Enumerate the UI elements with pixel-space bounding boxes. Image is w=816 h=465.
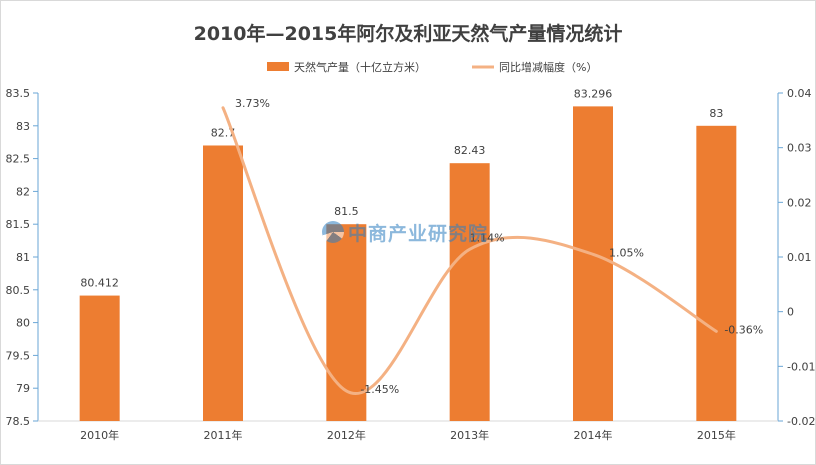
x-tick-label: 2014年: [574, 428, 613, 442]
legend-label: 同比增减幅度（%）: [499, 60, 597, 74]
bar-data-label: 82.43: [454, 144, 486, 157]
bar-data-label: 80.412: [80, 277, 119, 290]
growth-rate-line: [221, 106, 718, 395]
bar-data-labels: 80.412 82.7 81.5 82.43 83.296 83: [80, 87, 723, 289]
x-tick-label: 2013年: [450, 428, 489, 442]
bar-data-label: 83.296: [574, 87, 613, 100]
line-data-label: -1.45%: [360, 383, 399, 396]
line-series: [221, 106, 718, 395]
zhongshang-logo-icon: [322, 221, 344, 243]
bar: [203, 145, 243, 422]
right-tick-label: 0.04: [787, 87, 812, 100]
line-data-label: 1.05%: [609, 246, 644, 259]
chart-title: 2010年—2015年阿尔及利亚天然气产量情况统计: [194, 22, 623, 45]
line-data-labels: 3.73% -1.45% 1.14% 1.05% -0.36%: [235, 97, 763, 396]
right-tick-label: -0.02: [787, 415, 815, 428]
left-tick-label: 78.5: [6, 415, 31, 428]
bar: [79, 295, 120, 421]
watermark: 中商产业研究院: [322, 218, 488, 246]
right-tick-label: 0.02: [787, 196, 812, 209]
line-data-label: -0.36%: [724, 323, 763, 336]
left-tick-label: 81.5: [6, 218, 31, 231]
x-tick-label: 2012年: [327, 428, 366, 442]
left-tick-label: 82: [16, 185, 30, 198]
left-tick-label: 83.5: [6, 87, 31, 100]
left-tick-label: 79: [16, 382, 30, 395]
legend-label: 天然气产量（十亿立方米）: [294, 60, 426, 74]
left-y-axis: 78.5 79 79.5 80 80.5 81 81.5 82 82.5 83 83.5: [6, 87, 39, 428]
bar-data-label: 82.7: [211, 126, 236, 139]
right-tick-label: 0: [787, 306, 794, 319]
x-tick-label: 2011年: [204, 428, 243, 442]
right-tick-label: 0.01: [787, 251, 812, 264]
left-tick-label: 81: [16, 251, 30, 264]
x-tick-label: 2015年: [697, 428, 736, 442]
left-tick-label: 83: [16, 120, 30, 133]
legend-swatch-bar: [267, 62, 289, 71]
line-data-label: 1.14%: [470, 231, 505, 244]
bar: [449, 163, 490, 421]
left-tick-label: 82.5: [6, 153, 31, 166]
right-tick-label: -0.01: [787, 360, 815, 373]
bar: [573, 106, 613, 422]
watermark-text: 中商产业研究院: [348, 222, 489, 245]
x-axis: 2010年 2011年 2012年 2013年 2014年 2015年: [38, 420, 778, 442]
left-tick-label: 80: [16, 317, 30, 330]
bar: [326, 224, 367, 421]
legend: 天然气产量（十亿立方米） 同比增减幅度（%）: [267, 60, 597, 74]
right-y-axis: -0.02 -0.01 0 0.01 0.02 0.03 0.04: [777, 87, 815, 428]
left-tick-label: 80.5: [6, 284, 31, 297]
bar-series: [79, 106, 737, 422]
x-tick-label: 2010年: [80, 428, 119, 442]
line-data-label: 3.73%: [235, 97, 270, 110]
left-tick-label: 79.5: [6, 349, 31, 362]
right-tick-label: 0.03: [787, 142, 812, 155]
bar-data-label: 83: [709, 107, 723, 120]
bar: [696, 125, 737, 422]
bar-data-label: 81.5: [334, 205, 359, 218]
